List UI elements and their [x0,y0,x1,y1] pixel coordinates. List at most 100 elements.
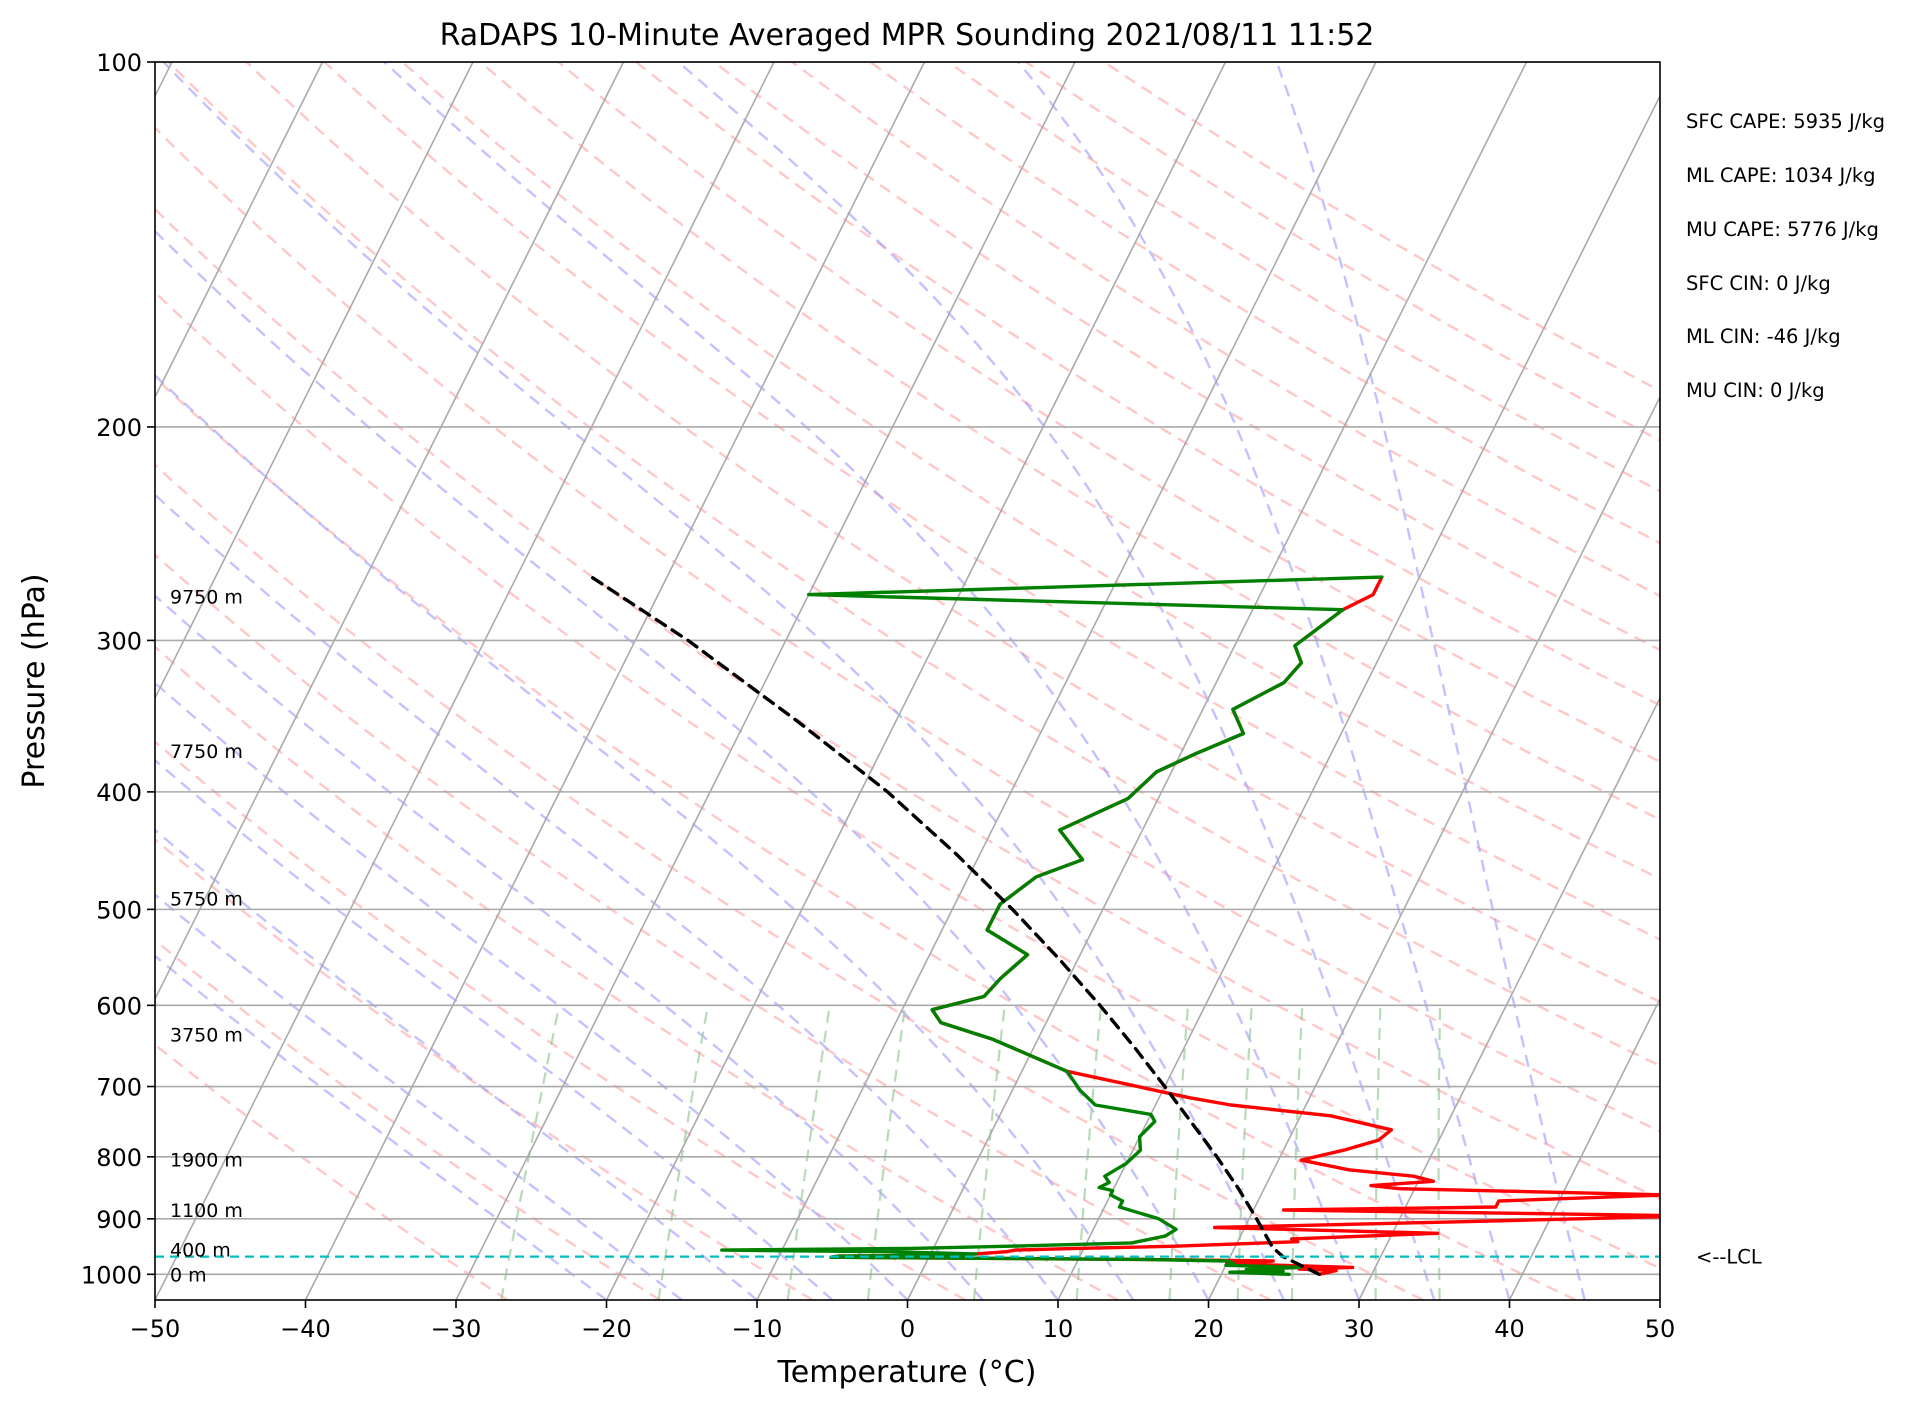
background-lines [155,62,1660,1300]
isotherm-line [155,62,474,700]
stat-sfc-cin: SFC CIN: 0 J/kg [1686,272,1831,295]
x-tick-label: 50 [1645,1315,1676,1343]
dry-adiabat [713,62,1660,652]
stat-mu-cin: MU CIN: 0 J/kg [1686,379,1825,402]
dry-adiabat [155,838,814,1300]
moist-adiabat [155,893,683,1300]
x-tick-label: −30 [431,1315,482,1343]
height-label: 400 m [170,1240,231,1262]
dry-adiabat [635,62,1660,707]
dry-adiabat [323,62,1660,941]
isotherm-line [304,62,926,1300]
isotherm-line [756,62,1377,1300]
moist-adiabat [155,493,1059,1300]
dry-adiabat [155,1043,509,1300]
y-axis-ticks: 100 200 300 400 500 600 700 800 900 1000 [81,49,155,1289]
dry-adiabat [155,938,661,1300]
x-tick-label: 10 [1043,1315,1074,1343]
pressure-gridlines [155,62,1660,1276]
moist-adiabat [677,62,1436,1300]
y-tick-label: 700 [96,1074,142,1102]
height-label: 1100 m [170,1200,243,1222]
moist-adiabat [155,594,984,1300]
x-tick-label: −20 [581,1315,632,1343]
isotherm-line [155,62,324,399]
x-tick-label: 0 [900,1315,915,1343]
stat-ml-cape: ML CAPE: 1034 J/kg [1686,164,1876,187]
sounding-series [590,575,1660,1276]
x-tick-label: 40 [1494,1315,1525,1343]
y-tick-label: 200 [96,414,142,442]
isotherm-line [155,62,625,1001]
dry-adiabat [155,740,966,1300]
moist-adiabat [155,758,834,1300]
isotherm-line [1508,997,1660,1300]
mixing-ratio-line [1075,1005,1103,1300]
height-label: 5750 m [170,889,243,911]
y-tick-label: 500 [96,896,142,924]
x-tick-label: −40 [280,1315,331,1343]
dry-adiabat [947,62,1660,493]
x-tick-label: 20 [1193,1315,1224,1343]
x-tick-label: 30 [1344,1315,1375,1343]
isotherm-line [155,62,775,1300]
mixing-ratio-line [1168,1005,1190,1300]
moist-adiabat [383,62,1361,1300]
dewpoint-line [720,575,1384,1276]
dry-adiabat [869,62,1660,545]
dry-adiabat [155,553,1271,1300]
isotherm-line [906,62,1528,1300]
height-label: 9750 m [170,587,243,609]
height-label: 3750 m [170,1024,243,1046]
y-tick-label: 800 [96,1144,142,1172]
stat-sfc-cape: SFC CAPE: 5935 J/kg [1686,110,1885,133]
dry-adiabat [155,207,1660,1201]
mixing-ratio-line [657,1005,709,1300]
mixing-ratio-line [1374,1005,1382,1300]
dry-adiabat [1025,62,1660,442]
x-tick-label: −50 [130,1315,181,1343]
dry-adiabat [167,62,1660,1068]
x-axis-ticks: −50 −40 −30 −20 −10 0 10 20 30 40 50 [130,1300,1676,1343]
stat-mu-cape: MU CAPE: 5776 J/kg [1686,218,1879,241]
moist-adiabat [155,229,1210,1300]
lcl-layer: <--LCL [155,1246,1762,1269]
stat-ml-cin: ML CIN: -46 J/kg [1686,325,1841,348]
dry-adiabat [1103,62,1660,393]
isotherm-line [1207,395,1660,1300]
height-label: 7750 m [170,741,243,763]
chart-title: RaDAPS 10-Minute Averaged MPR Sounding 2… [440,18,1375,53]
moist-adiabat [155,828,758,1300]
isotherm-line [1057,94,1660,1300]
dry-adiabat [155,375,1577,1300]
moist-adiabat [155,373,1135,1300]
y-tick-label: 300 [96,627,142,655]
x-tick-label: −10 [732,1315,783,1343]
dry-adiabat [791,62,1660,598]
mixing-ratio-line [1437,1005,1442,1300]
y-axis-label: Pressure (hPa) [17,573,52,788]
dry-adiabat [401,62,1660,881]
y-tick-label: 400 [96,779,142,807]
dry-adiabat [245,62,1660,1004]
y-tick-label: 900 [96,1206,142,1234]
dry-adiabat [479,62,1660,821]
temperature-line [829,575,1660,1276]
dry-adiabat [557,62,1660,764]
mixing-ratio-line [1236,1005,1253,1300]
isotherm-line [1659,1298,1660,1300]
dry-adiabat [155,126,1660,1133]
mixing-ratio-line [1290,1005,1304,1300]
dry-adiabat [155,645,1119,1300]
y-tick-label: 1000 [81,1261,142,1289]
parcel-path-line [590,575,1321,1276]
dry-adiabat [155,290,1660,1270]
moist-adiabat [155,954,608,1300]
moist-adiabat [162,62,1285,1300]
mixing-ratio-line [972,1005,1006,1300]
x-axis-label: Temperature (°C) [777,1355,1037,1390]
y-tick-label: 600 [96,992,142,1020]
isotherm-line [605,62,1227,1300]
